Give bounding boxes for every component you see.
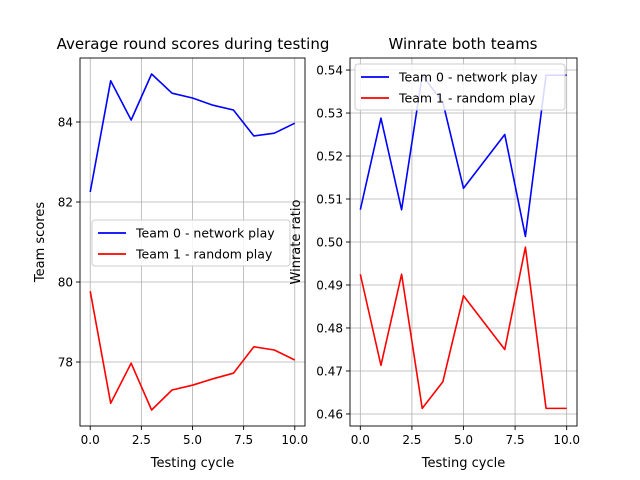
legend: Team 0 - network play Team 1 - random pla…: [91, 219, 291, 267]
chart-title: Winrate both teams: [389, 35, 538, 53]
y-tick-label: 0.47: [316, 364, 343, 378]
legend-label-0: Team 0 - network play: [398, 70, 538, 85]
series-line-1: [89, 291, 296, 411]
y-tick-label: 0.46: [316, 407, 343, 421]
y-tick-label: 82: [58, 196, 73, 210]
y-tick-label: 0.50: [316, 236, 343, 250]
legend-label-1: Team 1 - random play: [135, 247, 273, 262]
legend-label-1: Team 1 - random play: [398, 91, 536, 106]
legend-label-0: Team 0 - network play: [135, 226, 275, 241]
series-line-0: [89, 73, 296, 193]
x-tick-label: 7.5: [234, 433, 253, 447]
x-tick-label: 5.0: [183, 433, 202, 447]
chart-0: 0.0 2.5 5.0 7.5 10.0 78 80 82 84 Average round sc…: [33, 35, 329, 471]
y-tick-label: 84: [58, 116, 73, 130]
chart-1: 0.0 2.5 5.0 7.5 10.0 0.46 0.47 0.48 0.49 0.50 0.51…: [289, 35, 580, 471]
y-tick-label: 80: [58, 276, 73, 290]
legend-box: [354, 63, 566, 111]
legend-box: [91, 219, 291, 267]
y-axis-label: Winrate ratio: [289, 199, 304, 284]
x-tick-label: 2.5: [402, 433, 421, 447]
y-tick-label: 0.48: [316, 321, 343, 335]
y-tick-label: 0.49: [316, 278, 343, 292]
chart-title: Average round scores during testing: [57, 35, 330, 53]
y-tick-label: 0.52: [316, 150, 343, 164]
series-line-1: [359, 246, 567, 410]
y-tick-label: 0.53: [316, 107, 343, 121]
x-tick-label: 0.0: [81, 433, 100, 447]
x-tick-label: 0.0: [351, 433, 370, 447]
x-axis-label: Testing cycle: [150, 456, 234, 471]
y-tick-label: 78: [58, 356, 73, 370]
legend: Team 0 - network play Team 1 - random pla…: [354, 63, 566, 111]
y-tick-label: 0.54: [316, 64, 343, 78]
x-tick-label: 7.5: [506, 433, 525, 447]
y-axis-label: Team scores: [33, 202, 48, 283]
x-tick-label: 10.0: [553, 433, 580, 447]
x-tick-label: 2.5: [132, 433, 151, 447]
x-axis-label: Testing cycle: [421, 456, 505, 471]
x-tick-label: 10.0: [281, 433, 308, 447]
series-line-0: [359, 74, 567, 238]
x-tick-label: 5.0: [454, 433, 473, 447]
y-tick-label: 0.51: [316, 193, 343, 207]
